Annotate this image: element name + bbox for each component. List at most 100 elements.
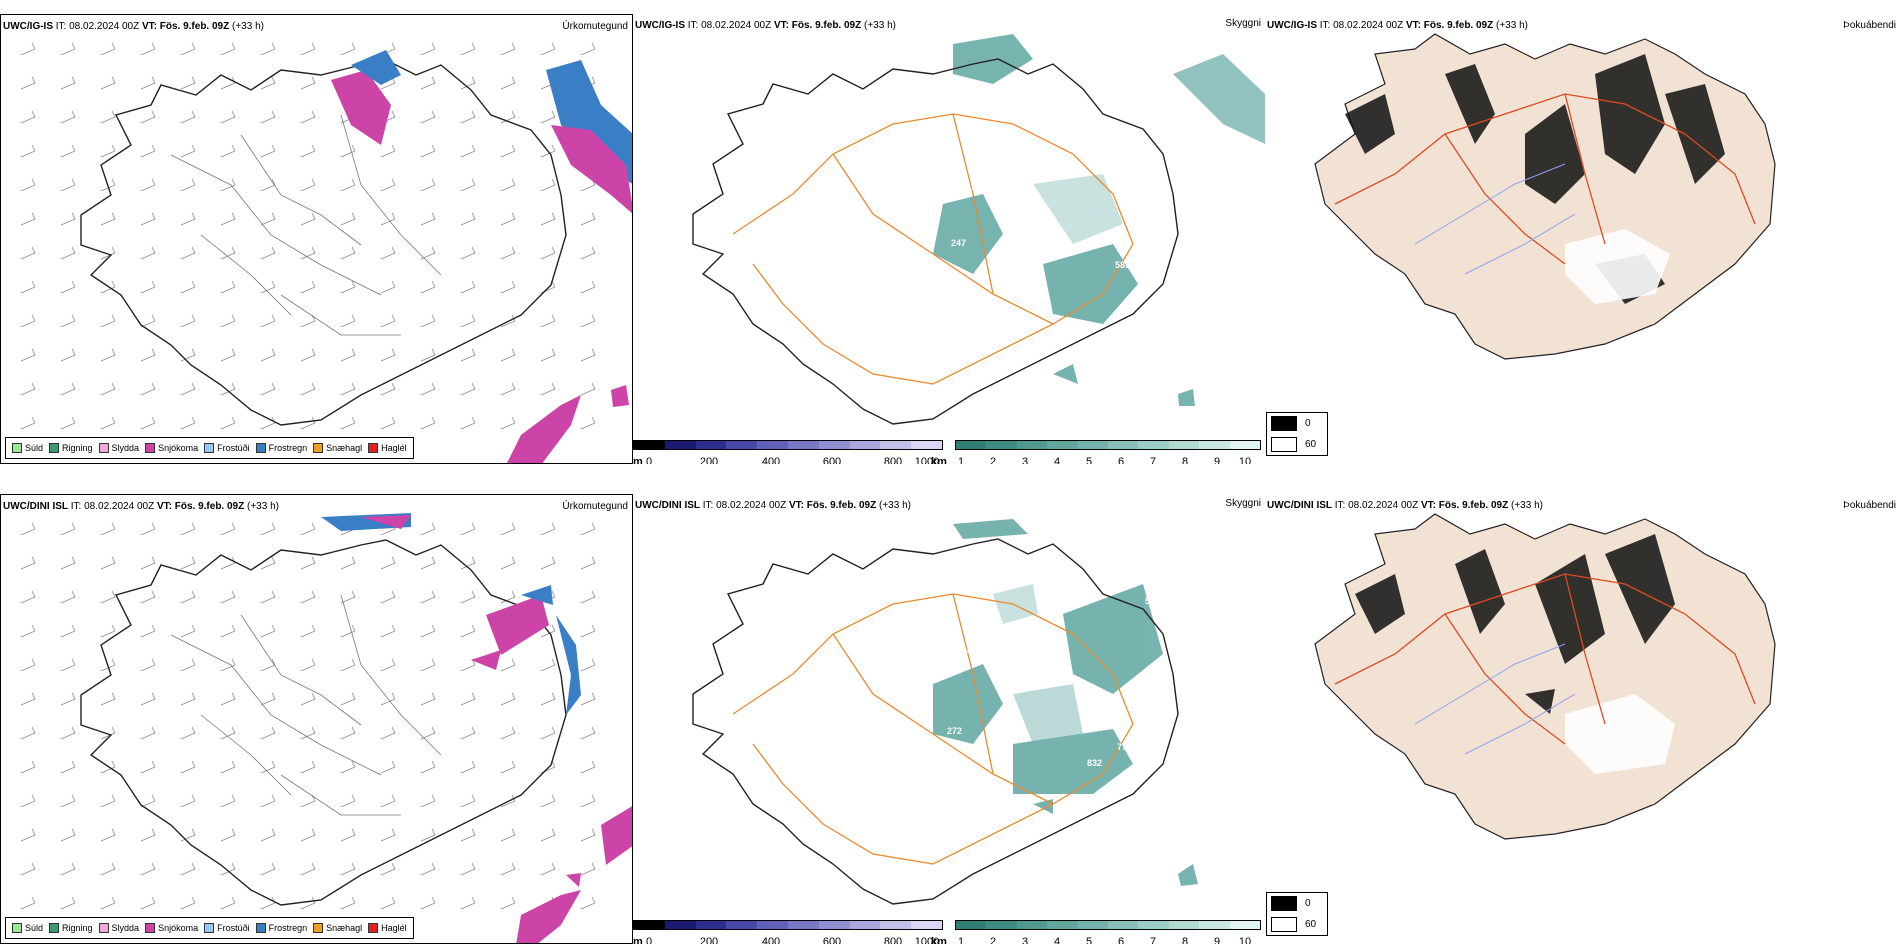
roads <box>732 113 1134 385</box>
km-tick: 3 <box>1021 456 1029 464</box>
km-tick: 1 <box>957 456 965 464</box>
legend-swatch <box>49 923 60 933</box>
elevation-colorbar-swatches <box>633 440 943 450</box>
run-header: UWC/IG-IS IT: 08.02.2024 00Z VT: Fös. 9.… <box>1267 20 1528 31</box>
elevation-tick: 600 <box>822 456 842 464</box>
vis-label: 832 <box>1087 758 1102 768</box>
visibility-map-row2: 827 564 1045 307 272 832 772 <box>692 519 1198 905</box>
km-tick: 10 <box>1238 936 1252 944</box>
fog-colorbar-swatch <box>1271 896 1297 911</box>
visibility-labels: 827 564 1045 307 272 832 772 <box>947 584 1168 768</box>
vis-label: 1045 <box>957 646 977 656</box>
km-tick: 8 <box>1181 936 1189 944</box>
elevation-tick: 800 <box>883 456 903 464</box>
rivers <box>1414 643 1576 755</box>
legend-item: Frostúði <box>204 443 250 453</box>
vis-label: 827 <box>1153 584 1168 594</box>
wind-barbs <box>20 522 596 910</box>
elevation-unit: m <box>633 456 643 464</box>
legend-item: Frostregn <box>255 443 307 453</box>
fog-panel-row1: UWC/IG-IS IT: 08.02.2024 00Z VT: Fös. 9.… <box>1265 14 1900 454</box>
vis-label: 198 <box>971 182 986 192</box>
vis-label: 272 <box>947 726 962 736</box>
panel-title: Úrkomutegund <box>562 501 628 512</box>
fog-colorbar-swatch <box>1271 917 1297 932</box>
km-tick: 9 <box>1213 936 1221 944</box>
km-tick: 2 <box>989 936 997 944</box>
km-tick: 4 <box>1053 936 1061 944</box>
fog-colorbar-entry: 60 <box>1267 914 1327 935</box>
legend-item: Súld <box>12 923 43 933</box>
fog-colorbar-swatch <box>1271 416 1297 431</box>
vis-label: 564 <box>1145 596 1160 606</box>
elevation-tick: 200 <box>699 456 719 464</box>
elevation-tick: 400 <box>761 456 781 464</box>
visibility-colorbar: km 1 2 3 4 5 6 7 8 9 10 <box>931 438 1261 464</box>
legend-item: Rigning <box>49 923 93 933</box>
legend-item: Snæhagl <box>313 443 362 453</box>
legend-item: Snjókoma <box>145 443 198 453</box>
roads <box>1334 573 1756 745</box>
elevation-tick: 200 <box>699 936 719 944</box>
legend-item: Slydda <box>98 443 139 453</box>
snow-areas <box>331 50 632 463</box>
wind-barbs <box>20 42 596 430</box>
precip-legend: Súld Rigning Slydda Snjókoma Frostúði Fr… <box>5 917 414 939</box>
fog-blobs <box>1355 534 1675 714</box>
elevation-colorbar: m 0 200 400 600 800 1000 <box>633 438 943 464</box>
vis-label: 307 <box>1029 678 1044 688</box>
km-tick: 4 <box>1053 456 1061 464</box>
legend-swatch <box>204 923 215 933</box>
run-header: UWC/IG-IS IT: 08.02.2024 00Z VT: Fös. 9.… <box>3 21 264 32</box>
run-header: UWC/DINI ISL IT: 08.02.2024 00Z VT: Fös.… <box>635 500 911 511</box>
legend-swatch <box>255 923 266 933</box>
km-tick: 9 <box>1213 456 1221 464</box>
legend-swatch <box>145 443 156 453</box>
vis-label: 589 <box>1115 260 1130 270</box>
elevation-tick: 1000 <box>914 936 940 944</box>
fog-map-row2 <box>1314 513 1776 840</box>
legend-item: Haglél <box>368 443 407 453</box>
km-tick: 7 <box>1149 456 1157 464</box>
model-name: UWC/IG-IS <box>1267 20 1317 31</box>
km-tick: 2 <box>989 456 997 464</box>
elevation-colorbar-swatches <box>633 920 943 930</box>
fog-colorbar: 0 60 <box>1266 892 1328 936</box>
vis-label: 247 <box>951 238 966 248</box>
legend-item: Súld <box>12 443 43 453</box>
visibility-panel-row1: 198 247 589 369 260 UWC/IG-IS IT: 08.02.… <box>633 14 1265 464</box>
run-header: UWC/IG-IS IT: 08.02.2024 00Z VT: Fös. 9.… <box>635 20 896 31</box>
legend-item: Snjókoma <box>145 923 198 933</box>
km-unit: km <box>931 456 947 464</box>
legend-item: Snæhagl <box>313 923 362 933</box>
legend-swatch <box>368 443 379 453</box>
iceland-land <box>1314 513 1776 840</box>
fog-areas <box>933 519 1198 886</box>
visibility-colorbar: km 1 2 3 4 5 6 7 8 9 10 <box>931 918 1261 944</box>
fog-areas <box>933 34 1265 406</box>
km-tick: 1 <box>957 936 965 944</box>
iceland-outline <box>692 538 1179 905</box>
elevation-tick: 600 <box>822 936 842 944</box>
roads <box>732 593 1134 865</box>
white-ice-cap <box>1565 229 1670 304</box>
visibility-colorbar-swatches <box>955 440 1261 450</box>
model-name: UWC/IG-IS <box>635 20 685 31</box>
vis-label: 260 <box>1129 136 1144 146</box>
visibility-labels: 198 247 589 369 260 <box>951 136 1144 270</box>
elevation-tick: 800 <box>883 936 903 944</box>
visibility-panel-row2: 827 564 1045 307 272 832 772 UWC/DINI IS… <box>633 494 1265 944</box>
km-tick: 6 <box>1117 456 1125 464</box>
panel-title: Úrkomutegund <box>562 21 628 32</box>
legend-swatch <box>49 443 60 453</box>
fog-colorbar-swatch <box>1271 437 1297 452</box>
legend-item: Rigning <box>49 443 93 453</box>
legend-swatch <box>12 923 22 933</box>
visibility-map-row1: 198 247 589 369 260 <box>692 34 1265 425</box>
vis-label: 772 <box>1117 742 1132 752</box>
run-header: UWC/DINI ISL IT: 08.02.2024 00Z VT: Fös.… <box>3 501 279 512</box>
panel-title: Skyggni <box>1225 18 1261 29</box>
fog-map-row1 <box>1314 33 1776 360</box>
iceland-outline <box>692 58 1179 425</box>
legend-swatch <box>204 443 215 453</box>
